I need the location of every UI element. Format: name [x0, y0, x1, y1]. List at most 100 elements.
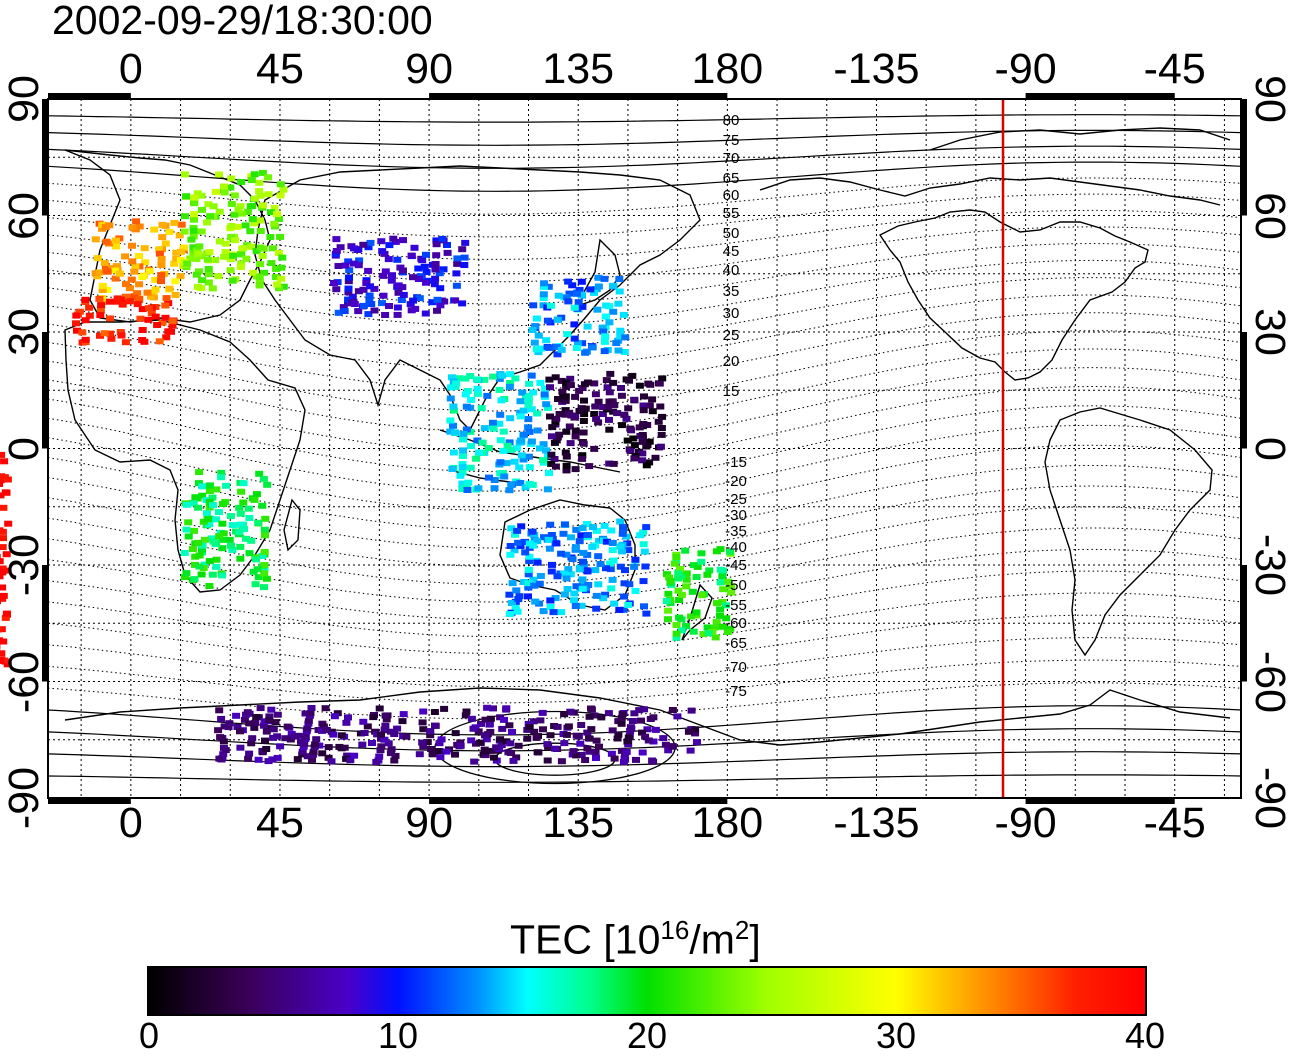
tec-cell	[557, 609, 566, 616]
tec-cell	[563, 586, 572, 592]
coast-north-america	[878, 209, 1149, 381]
tec-cell	[496, 459, 505, 466]
tec-cell	[603, 404, 612, 411]
contour-line	[47, 444, 1242, 530]
tec-cell	[138, 327, 147, 333]
tec-cell	[530, 582, 539, 589]
tec-cell	[238, 210, 247, 217]
tec-cell	[414, 265, 423, 272]
tec-cell	[472, 455, 481, 462]
tec-cell	[145, 268, 154, 275]
tec-cell	[407, 252, 416, 259]
tec-cell	[546, 521, 555, 528]
frame-bar	[429, 798, 728, 804]
tec-cell	[344, 714, 352, 721]
tec-cell	[270, 220, 279, 227]
tec-cell	[525, 724, 534, 731]
tec-cell	[96, 312, 105, 319]
tec-cell	[214, 727, 223, 734]
tec-cell	[112, 243, 121, 250]
tec-cell	[525, 464, 534, 471]
magnetic-latitude-contours	[47, 114, 1242, 785]
tec-cell	[458, 246, 467, 253]
tec-cell	[157, 262, 166, 268]
tec-cell	[544, 404, 552, 411]
tec-cell	[517, 523, 526, 530]
tec-cell	[610, 402, 619, 409]
tec-cell	[121, 339, 130, 346]
tec-cell	[664, 607, 673, 614]
tec-cell	[399, 267, 407, 274]
tec-cell	[272, 265, 281, 272]
tec-cell	[377, 743, 386, 750]
tec-cell	[718, 573, 727, 580]
tec-cell	[560, 740, 569, 747]
tec-cell	[106, 298, 114, 305]
tec-cell	[190, 194, 199, 201]
lon-tick-label-top: 0	[118, 45, 143, 93]
tec-cell	[182, 193, 191, 200]
contour-line	[47, 145, 1242, 169]
tec-cell	[194, 504, 203, 511]
tec-cell	[180, 574, 189, 581]
tec-cell	[602, 377, 611, 384]
tec-cell	[516, 543, 525, 550]
tec-cell	[245, 515, 254, 521]
tec-cell	[227, 542, 235, 549]
tec-cell	[180, 550, 189, 556]
tec-cell	[111, 275, 120, 282]
tec-cell	[547, 451, 556, 458]
tec-cell	[595, 743, 603, 750]
lat-tick-label-left: -30	[0, 533, 48, 597]
tec-cell	[187, 236, 196, 243]
tec-cell	[545, 470, 553, 477]
tec-cell	[476, 739, 485, 746]
tec-cell	[617, 392, 626, 399]
tec-cell	[540, 391, 549, 398]
lon-tick-label-bottom: 135	[542, 799, 615, 847]
tec-cell	[525, 558, 534, 565]
tec-cell	[651, 726, 660, 733]
lon-tick-label-bottom: -135	[833, 799, 920, 847]
tec-cell	[264, 191, 273, 198]
tec-cell	[585, 713, 594, 720]
tec-cell	[379, 292, 388, 299]
tec-cell	[567, 412, 576, 419]
tec-cell	[607, 750, 616, 757]
tec-cell	[271, 274, 280, 281]
tec-cell	[205, 521, 214, 528]
tec-cell	[579, 440, 588, 447]
tec-cell	[716, 579, 725, 586]
tec-cell	[168, 322, 177, 329]
tec-cell	[534, 332, 543, 339]
tec-cell	[602, 565, 610, 572]
tec-cell	[0, 544, 7, 551]
tec-cell	[533, 749, 542, 756]
tec-cell	[402, 733, 411, 740]
tec-cell	[602, 538, 611, 545]
tec-cell	[726, 625, 735, 632]
tec-cell	[560, 711, 569, 718]
tec-cell	[375, 705, 384, 712]
tec-cell	[592, 737, 601, 744]
tec-cell	[204, 279, 213, 286]
tec-cell	[200, 561, 209, 568]
tec-cell	[623, 540, 632, 547]
tec-cell	[581, 405, 590, 412]
tec-cell	[97, 302, 106, 309]
coast-asia	[254, 165, 701, 432]
tec-cell	[190, 200, 199, 207]
tec-cell	[0, 528, 7, 535]
tec-cell	[672, 554, 681, 560]
tec-cell	[664, 616, 672, 623]
tec-cell	[477, 720, 485, 727]
tec-cell	[341, 262, 350, 269]
tec-cell	[624, 738, 632, 745]
tec-cell	[259, 202, 267, 209]
tec-cell	[649, 714, 658, 721]
tec-cell	[345, 267, 354, 274]
tec-cell	[664, 590, 673, 597]
tec-cell	[562, 428, 571, 435]
tec-cell	[182, 570, 191, 577]
tec-cell	[177, 248, 186, 255]
